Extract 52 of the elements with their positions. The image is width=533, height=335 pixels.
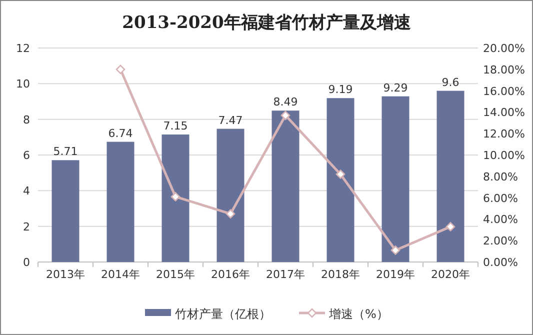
data-label: 6.74 bbox=[108, 126, 133, 140]
y2-tick-label: 4.00% bbox=[483, 213, 518, 226]
point bbox=[336, 170, 346, 179]
bar bbox=[106, 142, 134, 262]
point bbox=[390, 246, 400, 255]
legend-label: 竹材产量（亿根） bbox=[175, 307, 271, 321]
data-label: 7.47 bbox=[218, 114, 243, 127]
x-tick-label: 2016年 bbox=[211, 268, 250, 281]
x-tick-label: 2017年 bbox=[266, 268, 305, 281]
chart-title: 2013-2020年福建省竹材产量及增速 bbox=[122, 13, 411, 33]
x-tick-label: 2013年 bbox=[46, 268, 85, 281]
bar bbox=[162, 134, 190, 262]
y-tick-label: 10 bbox=[16, 78, 30, 91]
point bbox=[170, 192, 180, 202]
data-label: 5.71 bbox=[53, 145, 78, 158]
y2-tick-label: 18.00% bbox=[483, 63, 525, 76]
y2-tick-label: 6.00% bbox=[483, 192, 518, 205]
y-tick-label: 4 bbox=[23, 184, 30, 198]
bar bbox=[382, 96, 410, 262]
y2-tick-label: 12.00% bbox=[483, 128, 525, 141]
point bbox=[226, 209, 236, 218]
x-tick-label: 2019年 bbox=[376, 268, 415, 281]
bar bbox=[436, 90, 464, 262]
point bbox=[280, 110, 290, 120]
x-tick-label: 2018年 bbox=[321, 268, 360, 281]
bar bbox=[216, 128, 244, 262]
y-tick-label: 0 bbox=[23, 256, 30, 269]
y2-tick-label: 20.00% bbox=[483, 42, 525, 55]
y-tick-label: 12 bbox=[16, 42, 30, 55]
y2-tick-label: 14.00% bbox=[483, 106, 525, 120]
y2-tick-label: 2.00% bbox=[483, 234, 518, 248]
x-tick-label: 2014年 bbox=[101, 268, 140, 281]
y-tick-label: 2 bbox=[23, 220, 30, 234]
x-tick-label: 2015年 bbox=[156, 268, 195, 281]
bar bbox=[52, 160, 80, 262]
x-tick-label: 2020年 bbox=[431, 268, 470, 281]
y-tick-label: 8 bbox=[23, 113, 30, 126]
legend-label: 增速（%） bbox=[328, 307, 388, 321]
point bbox=[446, 222, 456, 232]
y2-tick-label: 16.00% bbox=[483, 84, 525, 98]
data-label: 8.49 bbox=[273, 96, 298, 109]
data-label: 9.19 bbox=[328, 83, 353, 96]
y2-tick-label: 0.00% bbox=[483, 256, 518, 269]
data-label: 7.15 bbox=[163, 119, 188, 132]
data-label: 9.29 bbox=[383, 81, 408, 94]
bar bbox=[272, 110, 300, 262]
y2-tick-label: 8.00% bbox=[483, 170, 518, 184]
data-label: 9.6 bbox=[442, 76, 460, 89]
y2-tick-label: 10.00% bbox=[483, 149, 525, 162]
bar bbox=[326, 98, 354, 262]
y-tick-label: 6 bbox=[23, 149, 30, 162]
point bbox=[116, 64, 126, 74]
